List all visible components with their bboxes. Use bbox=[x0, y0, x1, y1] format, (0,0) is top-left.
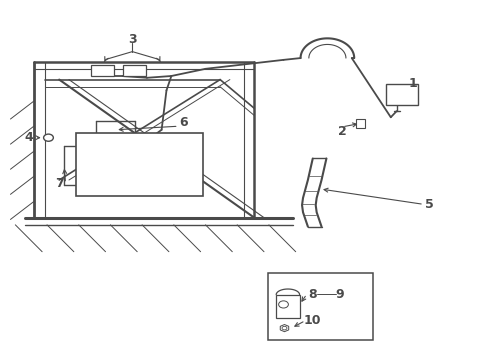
Text: 10: 10 bbox=[304, 314, 321, 327]
Text: 4: 4 bbox=[24, 131, 33, 144]
Text: 9: 9 bbox=[335, 288, 343, 301]
Bar bbox=[385, 84, 417, 105]
Text: 7: 7 bbox=[55, 177, 63, 190]
Text: 1: 1 bbox=[407, 77, 416, 90]
Bar bbox=[276, 295, 299, 318]
Bar bbox=[76, 134, 203, 196]
Text: 6: 6 bbox=[179, 116, 187, 129]
Text: 2: 2 bbox=[337, 125, 346, 138]
Bar bbox=[91, 65, 114, 76]
Bar bbox=[267, 273, 372, 339]
Text: 3: 3 bbox=[128, 33, 136, 46]
Circle shape bbox=[43, 134, 53, 141]
Bar bbox=[122, 65, 146, 76]
Text: 5: 5 bbox=[425, 198, 433, 211]
Bar bbox=[355, 119, 365, 128]
Text: 8: 8 bbox=[308, 288, 316, 301]
